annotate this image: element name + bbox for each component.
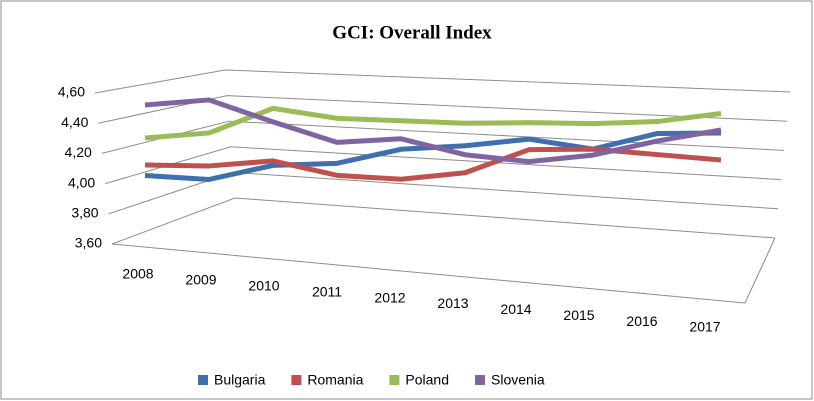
series-line [144, 146, 722, 182]
y-tick-label: 4,20 [65, 144, 92, 160]
legend-swatch [475, 375, 485, 385]
legend-label: Poland [405, 372, 449, 388]
legend-label: Romania [307, 372, 363, 388]
floor [111, 237, 776, 304]
legend-swatch [291, 375, 302, 385]
series-line [144, 105, 722, 141]
y-tick-label: 3,80 [71, 205, 98, 221]
legend-swatch [389, 375, 400, 385]
x-tick-label: 2015 [563, 307, 594, 323]
x-tick-label: 2012 [374, 289, 405, 305]
y-tick-label: 4,00 [68, 174, 95, 190]
legend-label: Slovenia [491, 372, 545, 388]
grid-line [101, 120, 785, 154]
grid-line [98, 95, 788, 124]
grid-line [94, 69, 791, 94]
grid-line [111, 197, 776, 245]
series-line [144, 97, 722, 165]
grid-line [105, 146, 782, 185]
x-tick-label: 2013 [437, 295, 468, 311]
x-tick-label: 2009 [185, 272, 216, 288]
y-tick-label: 4,60 [58, 84, 85, 100]
x-tick-label: 2014 [500, 301, 531, 317]
legend-swatch [198, 375, 208, 385]
x-tick-label: 2010 [248, 277, 279, 293]
x-tick-label: 2017 [689, 319, 720, 335]
chart-title: GCI: Overall Index [332, 22, 492, 43]
y-tick-label: 3,60 [75, 235, 102, 251]
y-tick-label: 4,40 [61, 114, 88, 130]
x-tick-label: 2008 [122, 266, 153, 282]
x-tick-label: 2011 [312, 283, 342, 299]
x-tick-label: 2016 [626, 313, 657, 329]
legend-label: Bulgaria [214, 372, 266, 388]
